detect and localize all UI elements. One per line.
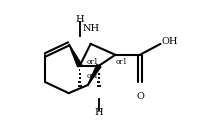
Text: NH: NH xyxy=(82,24,99,33)
Text: or1: or1 xyxy=(87,72,99,80)
Polygon shape xyxy=(69,44,82,67)
Text: or1: or1 xyxy=(87,58,99,66)
Text: or1: or1 xyxy=(115,58,128,66)
Text: H: H xyxy=(95,108,103,117)
Text: H: H xyxy=(75,15,84,24)
Text: O: O xyxy=(136,92,144,101)
Polygon shape xyxy=(88,65,101,85)
Text: OH: OH xyxy=(162,37,178,46)
